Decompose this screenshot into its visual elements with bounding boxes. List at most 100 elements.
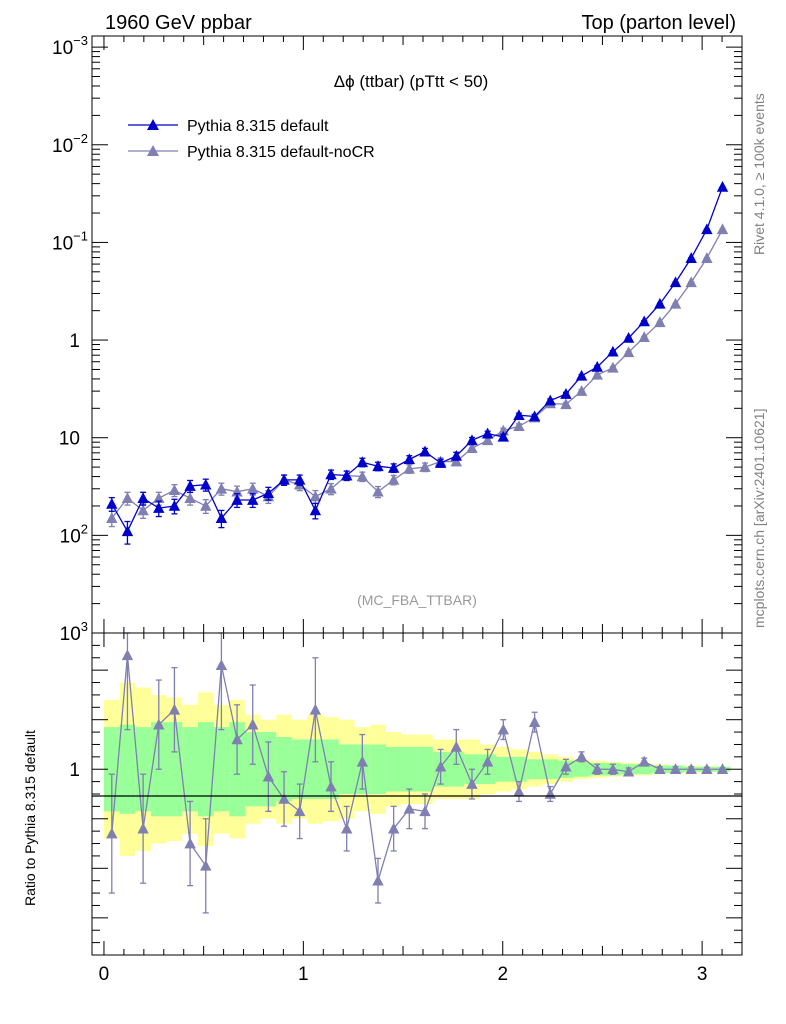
y-tick-label: 103 (60, 619, 88, 645)
data-point (450, 455, 462, 467)
ratio-point (466, 778, 478, 789)
data-point (137, 504, 149, 516)
data-point (294, 473, 306, 485)
data-point (340, 469, 353, 481)
ratio-point (309, 703, 322, 715)
data-point (560, 388, 572, 399)
ratio-line (111, 655, 723, 881)
ratio-point (294, 805, 306, 817)
ratio-point (106, 827, 118, 839)
data-point (638, 331, 650, 342)
data-point (153, 502, 165, 513)
data-point (701, 223, 713, 235)
legend-label-default: Pythia 8.315 default (187, 118, 329, 135)
data-point (513, 420, 525, 432)
ratio-point (481, 755, 494, 767)
data-point (575, 385, 588, 396)
legend: Pythia 8.315 default Pythia 8.315 defaul… (128, 118, 375, 161)
ratio-point (654, 763, 666, 775)
data-point (685, 276, 697, 288)
ratio-point (184, 837, 196, 849)
data-point (168, 499, 181, 511)
data-point (106, 512, 118, 523)
ratio-point (513, 785, 525, 797)
ratio-point (231, 733, 243, 745)
band-green-bin (417, 746, 433, 792)
ratio-point (340, 822, 353, 834)
y-tick-label: 10−2 (52, 131, 88, 157)
data-point (403, 462, 416, 474)
ratio-point (544, 788, 556, 799)
ratio-point (403, 802, 416, 814)
ratio-point (419, 805, 431, 817)
data-point (434, 457, 447, 468)
data-point (262, 487, 275, 499)
data-point (231, 494, 243, 505)
data-point (387, 473, 400, 485)
band-green-bin (573, 761, 590, 777)
header-right: Top (parton level) (581, 12, 736, 34)
data-point (638, 315, 650, 327)
ratio-point (278, 792, 290, 804)
series-line (111, 229, 724, 519)
data-point (215, 482, 228, 494)
y-tick-label: 10−1 (52, 228, 88, 254)
data-point (701, 252, 713, 263)
y-tick-label: 10−3 (52, 33, 88, 59)
data-point (528, 410, 541, 422)
ratio-point (575, 750, 588, 762)
data-point (309, 490, 322, 502)
data-point (121, 525, 134, 537)
data-point (153, 492, 165, 504)
band-green-bin (401, 746, 418, 792)
band-green-bin (213, 727, 230, 812)
data-point (168, 484, 181, 496)
legend-entry-default: Pythia 8.315 default (128, 118, 329, 135)
ratio-point (701, 763, 713, 775)
ratio-point (121, 649, 134, 661)
band-green-bin (636, 764, 653, 775)
ratio-point (137, 822, 149, 834)
ratio-point (247, 718, 259, 730)
data-point (716, 180, 729, 192)
data-point (106, 497, 118, 509)
ratio-point (387, 822, 400, 834)
data-point (497, 430, 509, 442)
band-green-bin (182, 727, 198, 812)
ratio-point (434, 760, 447, 772)
data-point (669, 297, 682, 309)
band-green-bin (244, 732, 261, 807)
data-point (325, 482, 337, 494)
band-green-bin (370, 744, 386, 794)
data-point (607, 345, 619, 357)
labels: 1960 GeV ppbar Top (parton level) Δϕ (tt… (22, 12, 767, 906)
data-point (481, 427, 494, 439)
data-point (513, 409, 525, 421)
ratio-point (607, 763, 619, 775)
ratio-axis-label: Ratio to Pythia 8.315 default (22, 730, 38, 906)
data-point (325, 468, 337, 480)
data-point (685, 252, 697, 263)
data-point (654, 297, 666, 309)
data-point (466, 434, 478, 446)
ratio-point (325, 780, 337, 792)
ratio-point (638, 755, 650, 767)
mcplots-label: mcplots.cern.ch [arXiv:2401.10621] (751, 409, 767, 628)
data-point (200, 478, 212, 490)
data-point (403, 453, 416, 465)
band-green-bin (385, 746, 402, 792)
ratio-point (560, 760, 572, 772)
ratio-point (153, 718, 165, 730)
data-point (591, 368, 603, 380)
band-green-bin (197, 722, 214, 817)
rivet-label: Rivet 4.1.0, ≥ 100k events (751, 93, 767, 255)
data-point (387, 461, 400, 473)
ratio-point (215, 659, 228, 670)
data-point (560, 398, 572, 410)
data-point (309, 504, 322, 516)
data-point (372, 485, 384, 497)
data-point (481, 434, 494, 446)
data-point (544, 394, 556, 406)
band-green-bin (307, 739, 324, 799)
